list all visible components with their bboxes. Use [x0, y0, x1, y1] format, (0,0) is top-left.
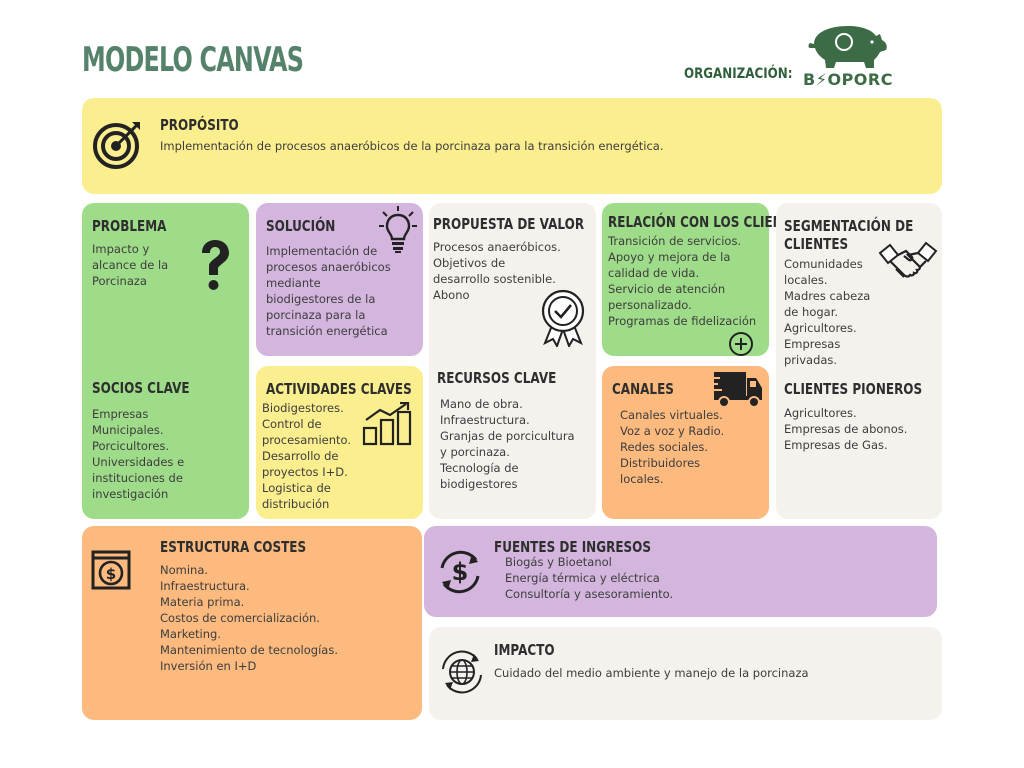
proposito-title: PROPÓSITO [160, 116, 239, 134]
costes-card: $ ESTRUCTURA COSTES Nomina. Infraestructu… [82, 526, 422, 720]
actividades-title: ACTIVIDADES CLAVES [266, 380, 412, 398]
svg-text:$: $ [452, 558, 469, 586]
problema-title: PROBLEMA [92, 217, 167, 235]
proposito-card: PROPÓSITO Implementación de procesos ana… [82, 98, 942, 194]
relacion-title: RELACIÓN CON LOS CLIENTES [608, 213, 808, 231]
segmentacion-title: SEGMENTACIÓN DE CLIENTES [784, 217, 914, 253]
ingresos-title: FUENTES DE INGRESOS [494, 538, 652, 556]
recursos-text: Mano de obra. Infraestructura. Granjas de … [440, 397, 575, 491]
growth-chart-icon [362, 402, 412, 446]
impacto-title: IMPACTO [494, 641, 555, 659]
relacion-card: RELACIÓN CON LOS CLIENTES Transición de … [602, 203, 808, 356]
impacto-card: IMPACTO Cuidado del medio ambiente y man… [429, 627, 942, 720]
svg-text:$: $ [106, 565, 116, 583]
ingresos-text: Biogás y Bioetanol Energía térmica y eléc… [505, 555, 674, 601]
handshake-icon [878, 241, 938, 278]
actividades-card: ACTIVIDADES CLAVES Biodigestores. Control… [256, 366, 423, 519]
question-icon [202, 240, 229, 290]
canales-title: CANALES [612, 380, 674, 398]
costes-title: ESTRUCTURA COSTES [160, 538, 307, 556]
propuesta-text: Procesos anaeróbicos. Objetivos de desarro… [433, 240, 561, 302]
badge-check-icon [541, 289, 585, 347]
solucion-card: SOLUCIÓN Implementación de procesos anaer… [256, 203, 423, 356]
dollar-cycle-icon: $ [440, 550, 480, 594]
pig-icon [808, 26, 887, 68]
costes-text: Nomina. Infraestructura. Materia prima. Co… [160, 563, 338, 673]
segmentacion-pioneros-card: SEGMENTACIÓN DE CLIENTES Comunidades local… [776, 203, 942, 519]
ingresos-card: $ FUENTES DE INGRESOS Biogás y Bioetanol… [424, 526, 937, 617]
relacion-text: Transición de servicios. Apoyo y mejora d… [608, 234, 757, 328]
proposito-text: Implementación de procesos anaeróbicos d… [160, 139, 664, 153]
page-title: MODELO CANVAS [82, 40, 304, 80]
pioneros-text: Agricultores. Empresas de abonos. Empresas… [784, 406, 908, 452]
propuesta-recursos-card: PROPUESTA DE VALOR Procesos anaeróbicos.… [429, 203, 596, 519]
canales-card: CANALES Canales virtuales. Voz a voz y Ra… [602, 366, 769, 519]
pioneros-title: CLIENTES PIONEROS [784, 380, 923, 398]
organization-label: ORGANIZACIÓN: [684, 66, 793, 82]
solucion-text: Implementación de procesos anaeróbicos med… [266, 244, 391, 338]
socios-text: Empresas Municipales. Porcicultores. Unive… [92, 407, 185, 501]
target-icon [93, 122, 140, 169]
logo-text: B⚡OPORC [803, 70, 893, 89]
problema-text: Impacto y alcance de la Porcinaza [92, 242, 169, 288]
plus-circle-icon [729, 332, 753, 356]
globe-cycle-icon [442, 650, 482, 694]
lightbulb-icon [379, 206, 417, 253]
recursos-title: RECURSOS CLAVE [437, 369, 557, 387]
bioporc-logo: B⚡OPORC [800, 22, 896, 92]
problema-socios-card: PROBLEMA Impacto y alcance de la Porcinaza… [82, 203, 249, 519]
actividades-text: Biodigestores. Control de procesamiento. D… [262, 401, 352, 511]
money-box-icon: $ [91, 550, 131, 590]
propuesta-title: PROPUESTA DE VALOR [433, 215, 585, 233]
solucion-title: SOLUCIÓN [266, 217, 336, 235]
delivery-truck-icon [710, 372, 762, 408]
impacto-text: Cuidado del medio ambiente y manejo de l… [494, 666, 809, 680]
canales-text: Canales virtuales. Voz a voz y Radio. Rede… [620, 408, 725, 486]
segmentacion-text: Comunidades locales. Madres cabeza de hoga… [784, 257, 871, 367]
socios-title: SOCIOS CLAVE [92, 379, 190, 397]
